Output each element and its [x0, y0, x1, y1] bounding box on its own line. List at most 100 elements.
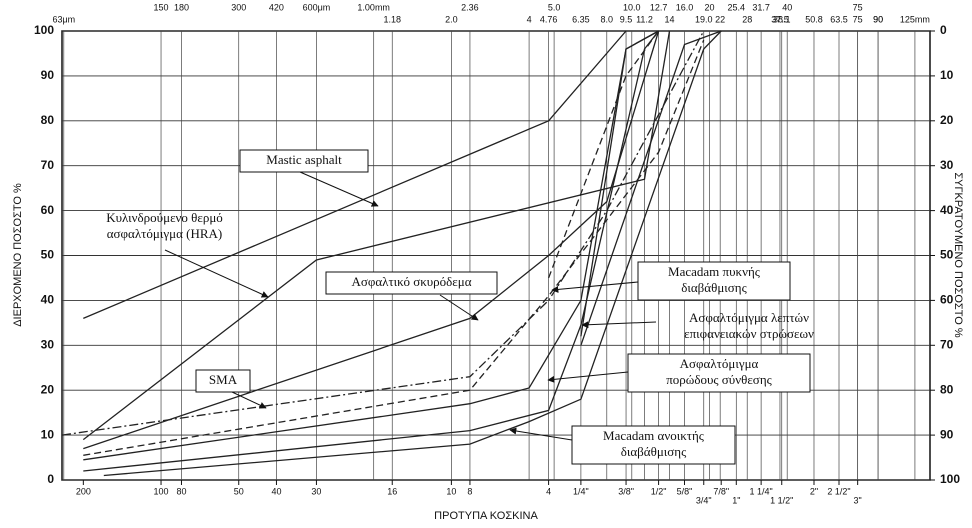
grading-line	[83, 30, 659, 461]
annotation-box	[627, 353, 811, 393]
x2-tick-label: 16.0	[676, 2, 694, 12]
x-tick-label: 1"	[732, 495, 740, 505]
x-tick-label: 5/8"	[677, 486, 693, 496]
annotation-text: ασφαλτόμιγμα (HRA)	[107, 226, 223, 241]
x-tick-label: 16	[387, 486, 397, 496]
y-tick-label: 100	[34, 23, 54, 37]
y2-tick-label: 30	[940, 158, 954, 172]
y2-tick-label: 20	[940, 113, 954, 127]
x2-tick-label: 10.0	[623, 2, 641, 12]
grading-line	[580, 30, 659, 337]
annotation-text: επιφανειακών στρώσεων	[684, 326, 814, 341]
x2-tick-label: 5.0	[548, 2, 561, 12]
x2-tick-label: 12.7	[650, 2, 668, 12]
annotation-text: Ασφαλτικό σκυρόδεμα	[351, 274, 471, 289]
x-tick-label: 30	[311, 486, 321, 496]
x2-tick-label: 63.5	[830, 14, 848, 24]
annotation-text: SMA	[209, 372, 238, 387]
x-axis-title: ΠΡΟΤΥΠΑ ΚΟΣΚΙΝΑ	[434, 510, 538, 522]
annotation-text: Ασφαλτόμιγμα λεπτών	[689, 310, 809, 325]
x2-tick-label: 2.36	[461, 2, 479, 12]
y2-tick-label: 0	[940, 23, 947, 37]
x2-tick-label: 38.1	[773, 14, 791, 24]
y-tick-label: 80	[41, 113, 55, 127]
x-tick-label: 1/4"	[573, 486, 589, 496]
x2-tick-label: 4.76	[540, 14, 558, 24]
x-tick-label: 3/4"	[696, 495, 712, 505]
annotation-text: πορώδους σύνθεσης	[666, 372, 772, 387]
y-tick-label: 40	[41, 293, 55, 307]
x2-tick-label: 19.0	[695, 14, 713, 24]
annotation-arrow	[299, 171, 379, 207]
x2-tick-label: 63μm	[52, 14, 75, 24]
x-tick-label: 40	[271, 486, 281, 496]
annotation-arrow	[439, 294, 479, 321]
annotation-text: Ασφαλτόμιγμα	[680, 356, 759, 371]
y-tick-label: 0	[47, 472, 54, 486]
x2-tick-label: 28	[742, 14, 752, 24]
annotation-arrow	[164, 249, 269, 298]
x2-tick-label: 9.5	[620, 14, 633, 24]
y2-tick-label: 70	[940, 337, 954, 351]
annotation-text: Macadam ανοικτής	[603, 428, 705, 443]
annotation-box	[195, 369, 251, 393]
annotation-arrow	[551, 281, 639, 293]
x2-tick-label: 22	[715, 14, 725, 24]
grading-line	[83, 30, 660, 450]
annotation-arrow	[581, 321, 657, 329]
x2-tick-label: 150	[154, 2, 169, 12]
annotation-box	[637, 261, 791, 301]
x2-tick-label: 600μm	[303, 2, 331, 12]
annotation-arrow	[547, 371, 629, 383]
x2-tick-label: 14	[665, 14, 675, 24]
grading-line	[547, 30, 660, 279]
x2-tick-label: 1.18	[383, 14, 401, 24]
x2-tick-label: 37.5	[771, 14, 789, 24]
grading-line	[82, 30, 671, 441]
annotation-box	[325, 271, 498, 295]
y2-tick-label: 60	[940, 293, 954, 307]
y2-tick-label: 10	[940, 68, 954, 82]
y-tick-label: 50	[41, 248, 55, 262]
y-tick-label: 10	[41, 427, 55, 441]
y-tick-label: 30	[41, 337, 55, 351]
x-tick-label: 3/8"	[618, 486, 634, 496]
x2-tick-label: 300	[231, 2, 246, 12]
x2-tick-label: 6.35	[572, 14, 590, 24]
x2-tick-label: 20	[704, 2, 714, 12]
annotation-text: Κυλινδρούμενο θερμό	[106, 210, 223, 225]
x2-tick-label: 1.00mm	[357, 2, 390, 12]
x2-tick-label: 8.0	[601, 14, 614, 24]
annotation-text: διαβάθμισης	[681, 280, 747, 295]
x2-tick-label: 420	[269, 2, 284, 12]
x-tick-label: 100	[154, 486, 169, 496]
annotation-box	[239, 149, 369, 173]
x-tick-label: 1/2"	[651, 486, 667, 496]
annotation-box	[571, 425, 736, 465]
x-tick-label: 1 1/2"	[770, 495, 793, 505]
y-tick-label: 60	[41, 203, 55, 217]
y2-tick-label: 50	[940, 248, 954, 262]
x-tick-label: 3"	[854, 495, 862, 505]
x-tick-label: 2"	[810, 486, 818, 496]
x2-tick-label: 125mm	[900, 14, 930, 24]
x2-tick-label: 25.4	[728, 2, 746, 12]
x2-tick-label: 90	[873, 14, 883, 24]
x2-tick-label: 11.2	[636, 14, 653, 24]
x2-tick-label: 50.8	[805, 14, 823, 24]
x2-tick-label: 75	[853, 2, 863, 12]
annotation-arrow	[231, 391, 267, 409]
x-tick-label: 4	[546, 486, 551, 496]
grading-line	[83, 39, 705, 456]
x-tick-label: 8	[467, 486, 472, 496]
x2-tick-label: 4	[527, 14, 532, 24]
y-tick-label: 90	[41, 68, 55, 82]
annotation-arrow	[509, 427, 573, 441]
x-tick-label: 2 1/2"	[827, 486, 850, 496]
x-tick-label: 200	[76, 486, 91, 496]
y2-axis-title: ΣΥΓΚΡΑΤΟΥΜΕΝΟ ΠΟΣΟΣΤΟ %	[952, 172, 964, 337]
x-tick-label: 50	[234, 486, 244, 496]
x2-tick-label: 2.0	[445, 14, 458, 24]
x2-tick-label: 75	[853, 14, 863, 24]
